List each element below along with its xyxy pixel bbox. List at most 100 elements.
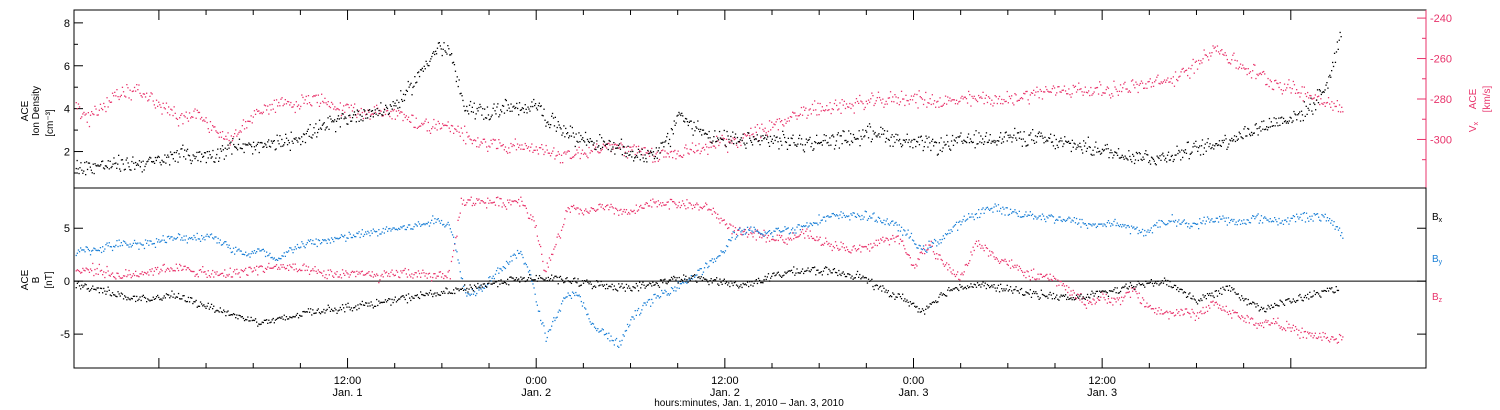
velocity-point	[962, 98, 964, 100]
density-point	[1221, 139, 1223, 142]
density-point	[537, 105, 540, 107]
velocity-point	[913, 95, 915, 97]
by-point	[459, 271, 461, 273]
density-point	[388, 112, 390, 114]
density-point	[585, 144, 588, 146]
bz-point	[807, 235, 809, 237]
density-point	[131, 160, 133, 163]
bz-point	[1009, 267, 1012, 269]
velocity-point	[449, 130, 451, 133]
velocity-point	[285, 103, 288, 105]
velocity-point	[1331, 101, 1333, 103]
bz-point	[1058, 284, 1060, 286]
density-point	[594, 148, 596, 150]
by-point	[778, 230, 781, 232]
by-point	[423, 223, 425, 225]
velocity-point	[487, 150, 489, 152]
bz-point	[642, 207, 644, 209]
bx-point	[76, 282, 78, 284]
density-point	[240, 147, 242, 150]
velocity-point	[1228, 62, 1231, 64]
density-point	[382, 114, 384, 116]
bz-point	[288, 269, 290, 271]
velocity-point	[1320, 98, 1322, 100]
velocity-point	[1236, 60, 1238, 62]
bz-point	[184, 265, 186, 267]
density-point	[1308, 109, 1310, 111]
by-point	[831, 213, 833, 215]
velocity-point	[768, 120, 771, 122]
density-point	[1087, 136, 1089, 138]
velocity-point	[483, 138, 486, 140]
density-point	[347, 123, 349, 125]
density-point	[267, 141, 269, 143]
bx-point	[214, 311, 216, 313]
density-point	[279, 135, 281, 137]
density-point	[644, 154, 646, 156]
density-point	[404, 94, 407, 96]
velocity-point	[589, 152, 591, 154]
density-point	[825, 135, 827, 137]
bz-point	[681, 200, 684, 202]
velocity-point	[541, 144, 543, 146]
density-point	[516, 102, 518, 105]
density-point	[125, 159, 127, 161]
by-point	[910, 232, 913, 235]
velocity-point	[1332, 109, 1334, 111]
by-point	[642, 304, 644, 307]
density-point	[665, 140, 667, 142]
velocity-point	[1096, 86, 1099, 89]
bz-point	[631, 210, 633, 213]
density-point	[901, 144, 904, 146]
by-point	[1294, 221, 1297, 223]
by-point	[89, 254, 92, 256]
bz-point	[944, 264, 947, 266]
bz-point	[495, 197, 498, 199]
density-point	[266, 146, 268, 148]
velocity-point	[393, 108, 395, 111]
density-point	[416, 81, 418, 83]
by-point	[985, 207, 987, 209]
bx-point	[223, 309, 225, 311]
density-point	[837, 132, 839, 134]
bz-point	[849, 251, 851, 253]
by-point	[713, 258, 716, 260]
density-point	[361, 115, 363, 117]
density-point	[696, 127, 698, 129]
density-point	[1302, 119, 1304, 122]
bx-point	[136, 295, 138, 298]
velocity-point	[986, 101, 989, 104]
density-point	[690, 120, 692, 122]
bz-point	[199, 269, 202, 271]
density-point	[269, 146, 272, 148]
density-point	[1143, 158, 1145, 160]
velocity-point	[260, 111, 262, 114]
bz-point	[755, 239, 757, 241]
by-point	[1130, 225, 1133, 227]
velocity-point	[547, 152, 549, 154]
velocity-point	[170, 108, 172, 110]
density-point	[1032, 129, 1034, 131]
by-point	[131, 244, 133, 247]
bz-point	[161, 270, 163, 272]
velocity-point	[302, 96, 304, 99]
velocity-point	[1242, 64, 1244, 66]
density-point	[1261, 120, 1263, 123]
bz-point	[861, 245, 863, 248]
velocity-point	[486, 146, 488, 148]
bz-point	[97, 273, 99, 275]
by-point	[371, 232, 373, 234]
density-point	[346, 123, 348, 125]
velocity-point	[461, 132, 464, 134]
bz-point	[1056, 285, 1058, 287]
velocity-point	[1117, 94, 1119, 96]
density-point	[544, 119, 546, 121]
by-point	[1150, 227, 1152, 229]
density-point	[846, 141, 848, 144]
by-point	[280, 258, 282, 260]
density-point	[873, 133, 875, 135]
density-point	[1306, 113, 1308, 115]
density-point	[386, 107, 389, 110]
velocity-point	[241, 125, 243, 127]
density-point	[161, 159, 163, 161]
